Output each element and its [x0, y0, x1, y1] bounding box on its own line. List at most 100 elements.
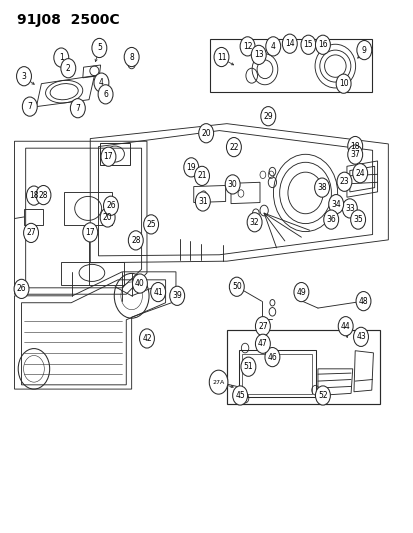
Circle shape	[264, 348, 279, 367]
Circle shape	[101, 147, 116, 166]
Circle shape	[139, 329, 154, 348]
Bar	[100, 143, 130, 165]
Text: 47: 47	[257, 340, 267, 348]
Circle shape	[347, 136, 362, 156]
Text: 48: 48	[358, 297, 368, 305]
Circle shape	[355, 292, 370, 311]
Text: 2: 2	[66, 64, 71, 72]
Circle shape	[240, 357, 255, 376]
Text: 27: 27	[26, 229, 36, 237]
Text: 52: 52	[317, 391, 327, 400]
Circle shape	[194, 166, 209, 185]
Circle shape	[26, 186, 41, 205]
Circle shape	[336, 172, 351, 191]
Circle shape	[265, 37, 280, 56]
Bar	[242, 354, 311, 394]
Text: 19: 19	[186, 163, 196, 172]
Text: 10: 10	[338, 79, 348, 88]
Circle shape	[14, 279, 29, 298]
Text: 51: 51	[243, 362, 253, 371]
Text: 26: 26	[106, 201, 116, 210]
Text: 26: 26	[17, 285, 26, 293]
Text: 50: 50	[231, 282, 241, 291]
Text: 8: 8	[129, 53, 134, 61]
Circle shape	[293, 282, 308, 302]
Text: 38: 38	[316, 183, 326, 192]
Circle shape	[282, 34, 297, 53]
Text: 12: 12	[242, 42, 252, 51]
Text: 5: 5	[97, 44, 102, 52]
Circle shape	[183, 158, 198, 177]
Text: 4: 4	[270, 42, 275, 51]
Circle shape	[247, 213, 261, 232]
Text: 25: 25	[146, 220, 156, 229]
Circle shape	[94, 73, 109, 92]
Text: 34: 34	[330, 200, 340, 208]
Circle shape	[22, 97, 37, 116]
Text: 16: 16	[317, 41, 327, 49]
Circle shape	[70, 99, 85, 118]
Text: 35: 35	[352, 215, 362, 224]
Circle shape	[335, 74, 350, 93]
Text: 22: 22	[229, 143, 238, 151]
Circle shape	[143, 215, 158, 234]
Text: 28: 28	[39, 191, 48, 199]
Circle shape	[255, 334, 270, 353]
Text: 39: 39	[172, 292, 182, 300]
Circle shape	[198, 124, 213, 143]
Text: 28: 28	[131, 236, 140, 245]
Text: 46: 46	[267, 353, 277, 361]
Circle shape	[92, 38, 107, 58]
Circle shape	[347, 145, 362, 164]
Circle shape	[315, 35, 330, 54]
Text: 15: 15	[303, 41, 313, 49]
Text: 32: 32	[249, 218, 259, 227]
Text: 29: 29	[263, 112, 273, 120]
Circle shape	[83, 223, 97, 242]
Circle shape	[232, 386, 247, 405]
Text: 1: 1	[59, 53, 64, 62]
Circle shape	[328, 195, 343, 214]
Circle shape	[150, 282, 165, 302]
Text: 27: 27	[257, 322, 267, 330]
Text: 36: 36	[325, 215, 335, 224]
Text: 3: 3	[21, 72, 26, 80]
Text: 42: 42	[142, 334, 152, 343]
Circle shape	[17, 67, 31, 86]
Text: 45: 45	[235, 391, 244, 400]
Text: 11: 11	[216, 53, 225, 61]
Circle shape	[352, 164, 367, 183]
Circle shape	[209, 370, 227, 394]
Text: 18: 18	[29, 191, 38, 200]
Circle shape	[195, 192, 210, 211]
Text: 21: 21	[197, 172, 206, 180]
Bar	[210, 39, 371, 92]
Text: 49: 49	[296, 288, 306, 296]
Circle shape	[255, 317, 270, 336]
Bar	[226, 330, 379, 404]
Circle shape	[24, 223, 38, 243]
Circle shape	[315, 386, 330, 405]
Text: 30: 30	[227, 180, 237, 189]
Circle shape	[226, 138, 241, 157]
Text: 43: 43	[355, 333, 365, 341]
Circle shape	[251, 45, 266, 64]
Circle shape	[61, 59, 76, 78]
Circle shape	[323, 210, 338, 229]
Text: 40: 40	[135, 279, 145, 288]
Text: 44: 44	[340, 322, 350, 330]
Text: 7: 7	[75, 104, 80, 112]
Text: 27A: 27A	[212, 379, 224, 385]
Circle shape	[229, 277, 244, 296]
Circle shape	[128, 231, 143, 250]
Text: 18: 18	[350, 142, 359, 150]
Circle shape	[260, 107, 275, 126]
Bar	[24, 209, 43, 225]
Text: 20: 20	[102, 213, 112, 222]
Text: 41: 41	[153, 288, 163, 296]
Text: 17: 17	[103, 152, 113, 161]
Circle shape	[169, 286, 184, 305]
Bar	[239, 350, 315, 397]
Text: 7: 7	[27, 102, 32, 111]
Circle shape	[36, 185, 51, 205]
